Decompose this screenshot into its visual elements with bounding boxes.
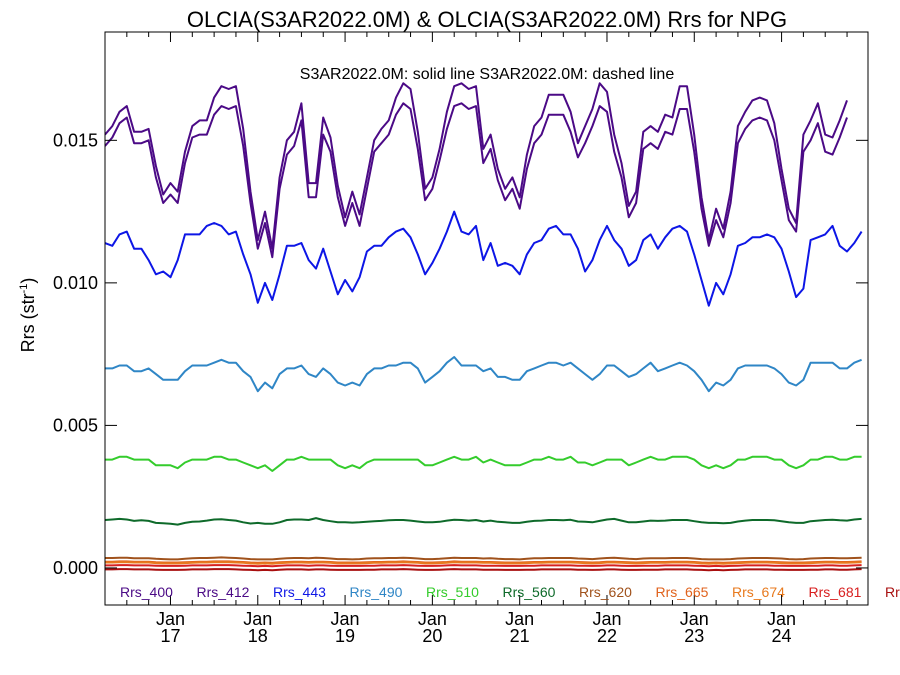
y-axis-label-close: ) xyxy=(18,278,38,284)
series-line-rrs-560 xyxy=(105,517,862,526)
y-axis-label-superscript: -1 xyxy=(18,284,30,294)
series-line-rrs-681 xyxy=(105,564,862,568)
x-tick-month: Jan xyxy=(592,609,621,629)
series-line-rrs-400 xyxy=(105,82,848,250)
legend-entry-rrs-560: Rrs_560 xyxy=(503,584,556,600)
legend: Rrs_400 Rrs_412 Rrs_443 Rrs_490 Rrs_510 Rrs_5… xyxy=(120,584,900,600)
plot-area: 0.0000.0050.0100.015Jan17Jan18Jan19Jan20… xyxy=(53,31,900,646)
y-tick-label: 0.015 xyxy=(53,130,98,150)
series-line-rrs-674 xyxy=(105,561,862,565)
x-tick-year: 20 xyxy=(422,626,442,646)
series-line-rr xyxy=(105,568,862,572)
x-tick-year: 19 xyxy=(335,626,355,646)
chart-title: OLCIA(S3AR2022.0M) & OLCIA(S3AR2022.0M) … xyxy=(187,7,787,32)
x-tick-year: 17 xyxy=(160,626,180,646)
x-tick-year: 18 xyxy=(248,626,268,646)
legend-entry-rrs-400: Rrs_400 xyxy=(120,584,173,600)
x-tick-year: 21 xyxy=(510,626,530,646)
x-tick-year: 24 xyxy=(772,626,792,646)
legend-entry-rrs-665: Rrs_665 xyxy=(656,584,709,600)
y-tick-label: 0.005 xyxy=(53,415,98,435)
series-line-rrs-490 xyxy=(105,356,862,393)
x-tick-month: Jan xyxy=(767,609,796,629)
plot-frame xyxy=(104,31,869,606)
x-tick-month: Jan xyxy=(156,609,185,629)
x-tick-month: Jan xyxy=(418,609,447,629)
y-axis-label: Rrs (str-1) xyxy=(18,278,38,353)
y-tick-label: 0.000 xyxy=(53,558,98,578)
chart-subtitle: S3AR2022.0M: solid line S3AR2022.0M: das… xyxy=(300,66,675,83)
x-tick-month: Jan xyxy=(680,609,709,629)
legend-entry-rrs-510: Rrs_510 xyxy=(426,584,479,600)
legend-entry-rr: Rr xyxy=(885,584,900,600)
series-lines xyxy=(105,82,863,572)
series-line-rrs-412 xyxy=(105,102,848,259)
x-tick-month: Jan xyxy=(505,609,534,629)
legend-entry-rrs-412: Rrs_412 xyxy=(197,584,250,600)
x-tick-year: 22 xyxy=(597,626,617,646)
legend-entry-rrs-620: Rrs_620 xyxy=(579,584,632,600)
y-tick-label: 0.010 xyxy=(53,273,98,293)
y-axis-label-text: Rrs (str xyxy=(18,293,38,352)
x-tick-month: Jan xyxy=(243,609,272,629)
legend-entry-rrs-681: Rrs_681 xyxy=(809,584,862,600)
series-line-rrs-620 xyxy=(105,556,862,561)
x-tick-year: 23 xyxy=(684,626,704,646)
series-line-rrs-443 xyxy=(105,210,863,307)
legend-entry-rrs-674: Rrs_674 xyxy=(732,584,785,600)
legend-entry-rrs-443: Rrs_443 xyxy=(273,584,326,600)
x-tick-month: Jan xyxy=(331,609,360,629)
series-line-rrs-510 xyxy=(105,455,862,472)
legend-entry-rrs-490: Rrs_490 xyxy=(350,584,403,600)
